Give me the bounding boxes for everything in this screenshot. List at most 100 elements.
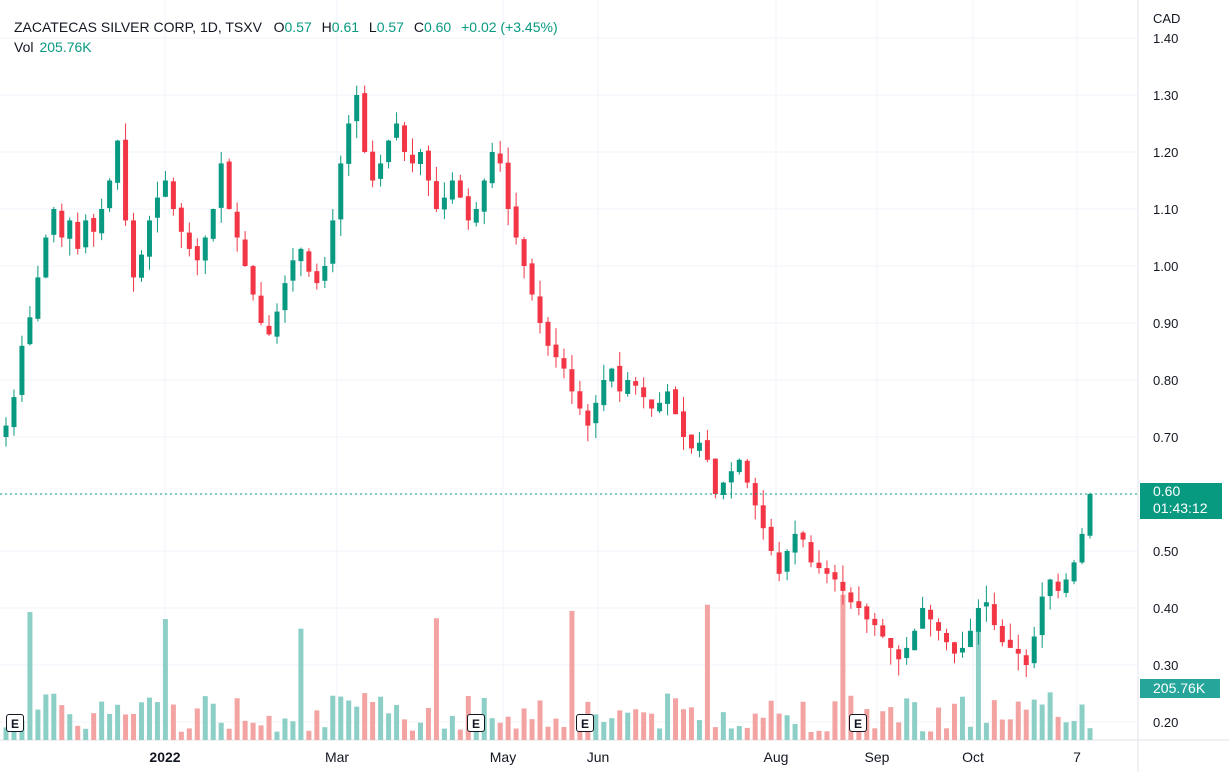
candle-body — [912, 630, 918, 651]
candle-body — [162, 180, 168, 197]
candle-body — [736, 459, 742, 473]
volume-bar — [545, 726, 551, 740]
candle-body — [625, 380, 631, 394]
volume-bar — [131, 713, 137, 740]
price-candles — [3, 85, 1093, 678]
earnings-marker[interactable]: E — [6, 714, 24, 732]
candle-body — [633, 381, 639, 386]
volume-bar — [808, 731, 814, 740]
candle-body — [784, 551, 790, 572]
x-tick-label: 7 — [1073, 749, 1081, 765]
volume-bar — [330, 695, 336, 740]
earnings-marker[interactable]: E — [849, 714, 867, 732]
volume-badge: 205.76K — [1140, 679, 1220, 698]
volume-value: 205.76K — [39, 39, 92, 55]
candle-body — [936, 622, 942, 631]
candle-body — [178, 207, 184, 232]
x-tick-label: 2022 — [149, 749, 180, 765]
volume-bar — [410, 730, 415, 740]
y-tick-label: 0.90 — [1153, 316, 1178, 331]
candle-body — [824, 568, 830, 574]
volume-bar — [154, 702, 160, 740]
candle-body — [864, 606, 870, 620]
volume-bar — [83, 728, 89, 740]
candle-body — [712, 458, 718, 494]
candle-body — [760, 505, 766, 529]
chart-legend: ZACATECAS SILVER CORP, 1D, TSXV O0.57 H0… — [14, 17, 564, 37]
candle-body — [170, 181, 176, 209]
candle-body — [131, 220, 137, 278]
candle-body — [1007, 639, 1013, 648]
candle-body — [1055, 581, 1061, 591]
candle-body — [3, 425, 9, 437]
candle-body — [274, 311, 280, 337]
volume-bar — [218, 722, 224, 740]
candle-body — [202, 237, 208, 261]
volume-bar — [936, 707, 942, 740]
volume-bar — [123, 714, 129, 740]
candle-body — [577, 391, 583, 409]
volume-bar — [1023, 709, 1029, 740]
volume-bar — [983, 722, 989, 740]
volume-bar — [673, 698, 679, 740]
candle-body — [537, 296, 543, 323]
volume-bar — [880, 711, 886, 740]
volume-bar — [617, 710, 623, 740]
volume-bar — [696, 720, 702, 740]
volume-bar — [959, 696, 965, 740]
volume-bar — [1039, 704, 1045, 740]
candle-body — [441, 197, 447, 210]
volume-bar — [362, 693, 368, 740]
volume-bar — [681, 709, 686, 740]
volume-bar — [529, 719, 535, 740]
candle-body — [704, 440, 710, 460]
candle-body — [290, 260, 296, 281]
candle-body — [402, 125, 408, 152]
candle-body — [226, 161, 232, 209]
earnings-marker[interactable]: E — [467, 714, 485, 732]
candle-body — [521, 239, 527, 266]
candle-body — [665, 391, 671, 404]
candle-body — [417, 152, 423, 165]
volume-bar — [441, 728, 447, 740]
candle-body — [489, 152, 495, 184]
price-axis: 1.40 1.30 1.20 1.10 1.00 0.90 0.80 0.70 0.60 0.50… — [1153, 31, 1178, 730]
volume-bars — [3, 594, 1093, 740]
candle-body — [433, 181, 439, 209]
volume-bar — [3, 727, 9, 740]
candle-body — [744, 460, 750, 483]
volume-bar — [433, 618, 439, 740]
volume-bar — [1055, 716, 1061, 740]
volume-bar — [800, 701, 806, 740]
candle-body — [816, 562, 822, 569]
candle-body — [370, 151, 376, 181]
candle-body — [11, 397, 17, 428]
candle-body — [1063, 579, 1069, 593]
candle-body — [553, 344, 559, 358]
volume-bar — [370, 701, 376, 740]
candle-body — [194, 246, 200, 261]
volume-bar — [178, 731, 184, 740]
volume-bar — [27, 612, 33, 740]
earnings-marker[interactable]: E — [576, 714, 594, 732]
candle-body — [601, 380, 607, 406]
candle-body — [115, 140, 121, 183]
close-label: C — [413, 19, 424, 35]
x-tick-label: Sep — [865, 749, 890, 765]
volume-bar — [306, 730, 312, 740]
candle-body — [218, 163, 224, 208]
candle-body — [210, 209, 216, 239]
candle-body — [314, 271, 320, 284]
volume-bar — [67, 714, 73, 740]
volume-bar — [728, 728, 734, 740]
volume-bar — [234, 698, 240, 740]
volume-bar — [170, 704, 176, 740]
candle-body — [1047, 579, 1053, 597]
volume-bar — [338, 696, 344, 740]
volume-bar — [872, 728, 878, 740]
candle-body — [250, 266, 256, 295]
low-value: 0.57 — [376, 19, 404, 35]
volume-bar — [609, 718, 615, 740]
candle-body — [83, 220, 89, 248]
